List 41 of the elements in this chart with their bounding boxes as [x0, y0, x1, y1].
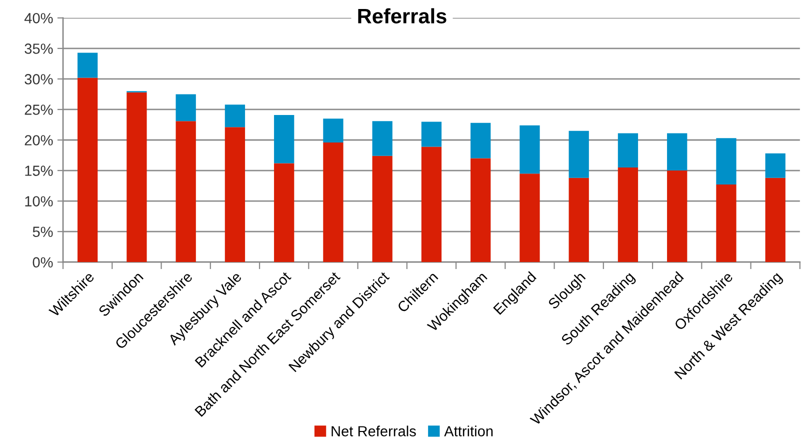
bar [78, 78, 98, 262]
y-tick-label: 5% [32, 226, 53, 237]
bar [126, 92, 147, 262]
y-tick-label: 25% [24, 104, 53, 115]
bar [323, 142, 344, 262]
bar [78, 52, 98, 78]
bar [274, 163, 294, 262]
bar [568, 178, 589, 262]
y-tick-label: 20% [24, 135, 53, 146]
y-tick-label: 0% [32, 257, 53, 268]
y-tick-label: 35% [24, 44, 53, 54]
bar [224, 127, 246, 262]
bar [470, 158, 491, 262]
y-tick-label: 15% [25, 166, 53, 176]
bar [716, 138, 736, 185]
bar [716, 184, 736, 262]
legend-label: Attrition [444, 426, 493, 436]
bar [421, 146, 442, 262]
bar [323, 118, 344, 142]
bar [470, 122, 491, 158]
bar [372, 156, 392, 262]
bar [520, 174, 540, 262]
bar [765, 178, 786, 262]
legend-label: Net Referrals [332, 426, 416, 436]
bar [568, 130, 589, 178]
bar [765, 153, 786, 178]
bar [520, 125, 540, 174]
bar [618, 167, 638, 262]
chart-title: Referrals [358, 8, 446, 24]
bar [224, 104, 246, 128]
bar [274, 114, 294, 164]
bar [618, 133, 638, 168]
y-tick-label: 40% [24, 13, 53, 24]
bar [176, 121, 196, 262]
y-tick-label: 30% [24, 74, 53, 84]
bar [176, 94, 196, 122]
bar [421, 122, 442, 147]
bar [667, 133, 688, 171]
bar [372, 121, 392, 156]
bar [667, 170, 688, 262]
y-tick-label: 10% [25, 196, 53, 206]
